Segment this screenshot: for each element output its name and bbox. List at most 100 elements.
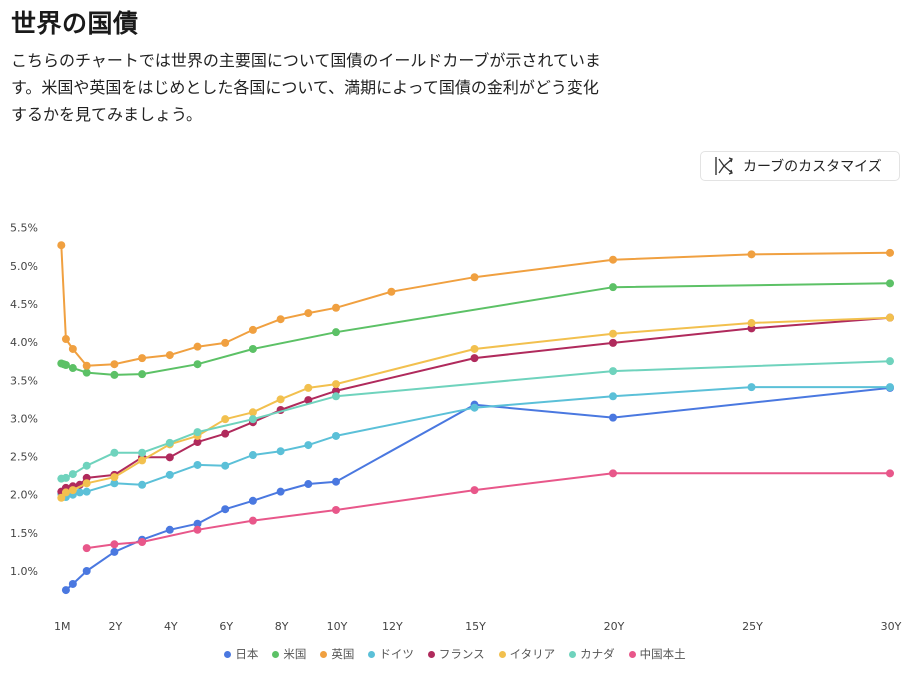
data-point[interactable] bbox=[82, 361, 91, 370]
data-point[interactable] bbox=[304, 309, 313, 318]
data-point[interactable] bbox=[332, 328, 340, 337]
data-point[interactable] bbox=[304, 396, 313, 405]
data-point[interactable] bbox=[82, 479, 91, 488]
data-point[interactable] bbox=[68, 344, 77, 353]
data-point[interactable] bbox=[110, 547, 119, 556]
data-point[interactable] bbox=[747, 250, 756, 259]
data-point[interactable] bbox=[886, 279, 894, 288]
data-point[interactable] bbox=[276, 395, 285, 404]
data-point[interactable] bbox=[57, 241, 66, 250]
data-point[interactable] bbox=[75, 488, 84, 497]
data-point[interactable] bbox=[609, 469, 617, 478]
data-point[interactable] bbox=[165, 351, 174, 360]
data-point[interactable] bbox=[470, 403, 479, 412]
data-point[interactable] bbox=[110, 448, 119, 457]
data-point[interactable] bbox=[165, 525, 174, 534]
data-point[interactable] bbox=[110, 360, 119, 369]
legend-item[interactable]: イタリア bbox=[498, 646, 555, 662]
data-point[interactable] bbox=[747, 319, 756, 328]
data-point[interactable] bbox=[138, 448, 147, 457]
data-point[interactable] bbox=[609, 392, 617, 401]
data-point[interactable] bbox=[68, 364, 77, 373]
customize-curve-button[interactable]: カーブのカスタマイズ bbox=[700, 151, 900, 181]
data-point[interactable] bbox=[332, 303, 340, 312]
data-point[interactable] bbox=[82, 567, 91, 575]
data-point[interactable] bbox=[248, 496, 257, 505]
data-point[interactable] bbox=[304, 441, 313, 450]
data-point[interactable] bbox=[609, 338, 617, 347]
data-point[interactable] bbox=[110, 540, 119, 549]
data-point[interactable] bbox=[886, 469, 894, 478]
data-point[interactable] bbox=[609, 329, 617, 338]
legend-item[interactable]: ドイツ bbox=[368, 646, 414, 662]
data-point[interactable] bbox=[221, 415, 230, 424]
data-point[interactable] bbox=[304, 383, 313, 392]
data-point[interactable] bbox=[332, 431, 340, 440]
data-point[interactable] bbox=[138, 370, 147, 379]
data-point[interactable] bbox=[82, 368, 91, 377]
data-point[interactable] bbox=[470, 354, 479, 363]
legend-item[interactable]: 英国 bbox=[320, 646, 354, 662]
data-point[interactable] bbox=[61, 586, 70, 595]
data-point[interactable] bbox=[470, 344, 479, 353]
data-point[interactable] bbox=[276, 487, 285, 496]
data-point[interactable] bbox=[61, 488, 70, 497]
data-point[interactable] bbox=[193, 519, 202, 528]
data-point[interactable] bbox=[609, 367, 617, 376]
data-point[interactable] bbox=[193, 360, 202, 369]
data-point[interactable] bbox=[470, 486, 479, 495]
data-point[interactable] bbox=[332, 477, 340, 486]
data-point[interactable] bbox=[387, 287, 396, 296]
data-point[interactable] bbox=[221, 505, 230, 514]
data-point[interactable] bbox=[248, 451, 257, 460]
data-point[interactable] bbox=[82, 487, 91, 496]
data-point[interactable] bbox=[68, 486, 77, 495]
data-point[interactable] bbox=[747, 383, 756, 392]
data-point[interactable] bbox=[61, 473, 70, 482]
data-point[interactable] bbox=[332, 392, 340, 401]
legend-item[interactable]: フランス bbox=[427, 646, 485, 662]
data-point[interactable] bbox=[609, 255, 617, 264]
data-point[interactable] bbox=[68, 579, 77, 588]
data-point[interactable] bbox=[470, 273, 479, 282]
data-point[interactable] bbox=[609, 283, 617, 292]
data-point[interactable] bbox=[61, 360, 70, 369]
data-point[interactable] bbox=[110, 370, 119, 379]
data-point[interactable] bbox=[82, 544, 91, 553]
data-point[interactable] bbox=[110, 479, 119, 488]
data-point[interactable] bbox=[138, 354, 147, 363]
data-point[interactable] bbox=[609, 413, 617, 422]
data-point[interactable] bbox=[886, 313, 894, 322]
data-point[interactable] bbox=[193, 342, 202, 351]
data-point[interactable] bbox=[221, 429, 230, 438]
data-point[interactable] bbox=[886, 357, 894, 366]
data-point[interactable] bbox=[221, 338, 230, 347]
data-point[interactable] bbox=[138, 456, 147, 465]
data-point[interactable] bbox=[332, 505, 340, 514]
data-point[interactable] bbox=[138, 480, 147, 489]
data-point[interactable] bbox=[248, 344, 257, 353]
data-point[interactable] bbox=[82, 461, 91, 470]
legend-item[interactable]: 中国本土 bbox=[628, 646, 686, 662]
data-point[interactable] bbox=[276, 315, 285, 324]
data-point[interactable] bbox=[332, 380, 340, 389]
data-point[interactable] bbox=[193, 438, 202, 447]
data-point[interactable] bbox=[886, 248, 894, 257]
data-point[interactable] bbox=[165, 470, 174, 479]
data-point[interactable] bbox=[61, 335, 70, 344]
data-point[interactable] bbox=[193, 428, 202, 437]
data-point[interactable] bbox=[886, 383, 894, 392]
data-point[interactable] bbox=[110, 473, 119, 482]
data-point[interactable] bbox=[193, 460, 202, 469]
data-point[interactable] bbox=[248, 325, 257, 334]
data-point[interactable] bbox=[193, 525, 202, 534]
legend-item[interactable]: カナダ bbox=[569, 646, 615, 662]
data-point[interactable] bbox=[138, 538, 147, 547]
data-point[interactable] bbox=[276, 447, 285, 456]
data-point[interactable] bbox=[304, 480, 313, 489]
data-point[interactable] bbox=[248, 415, 257, 424]
data-point[interactable] bbox=[248, 516, 257, 525]
data-point[interactable] bbox=[165, 453, 174, 462]
data-point[interactable] bbox=[248, 408, 257, 417]
data-point[interactable] bbox=[68, 470, 77, 479]
